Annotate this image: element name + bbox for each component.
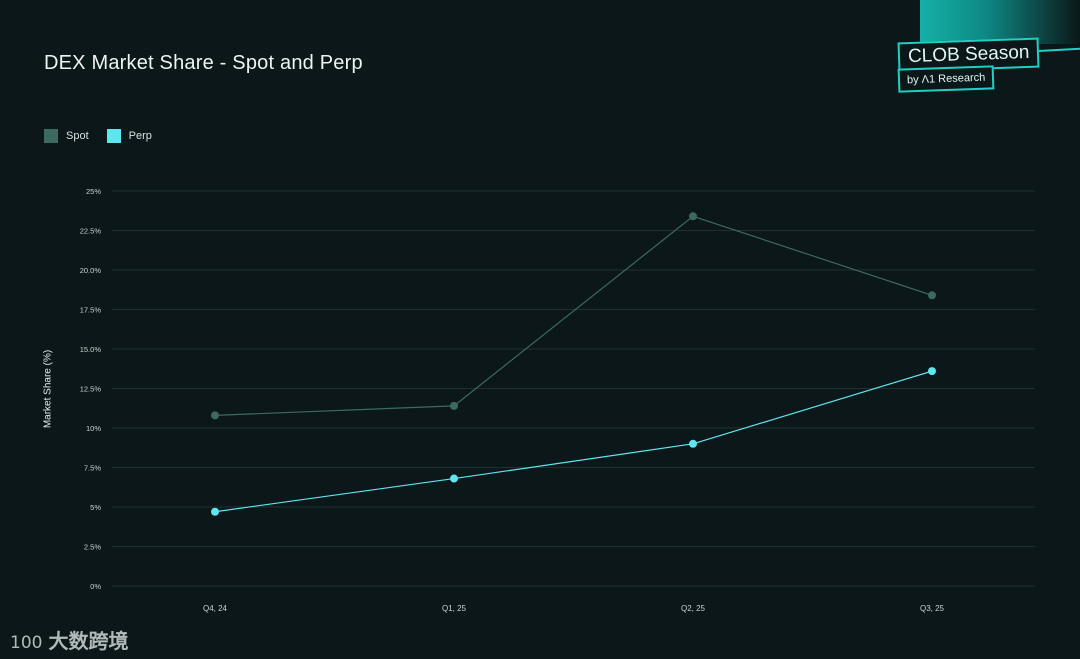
y-tick-label: 0% bbox=[90, 582, 101, 591]
chart-legend: Spot Perp bbox=[44, 129, 152, 143]
x-tick-label: Q3, 25 bbox=[920, 604, 945, 613]
watermark: 100 大数跨境 bbox=[10, 625, 128, 654]
data-point-perp bbox=[450, 474, 458, 483]
watermark-logo-icon: 100 bbox=[10, 633, 43, 653]
legend-swatch-spot bbox=[44, 129, 58, 143]
legend-label-spot: Spot bbox=[66, 130, 89, 142]
y-tick-label: 7.5% bbox=[84, 464, 101, 473]
legend-item-perp: Perp bbox=[106, 129, 152, 143]
x-tick-label: Q4, 24 bbox=[203, 604, 228, 613]
y-tick-label: 15.0% bbox=[80, 345, 102, 354]
y-tick-label: 25% bbox=[86, 187, 101, 196]
data-point-spot bbox=[211, 411, 219, 420]
data-point-spot bbox=[928, 291, 936, 300]
chart-title: DEX Market Share - Spot and Perp bbox=[44, 52, 363, 74]
data-point-spot bbox=[689, 212, 697, 221]
series-line-perp bbox=[214, 370, 933, 513]
legend-label-perp: Perp bbox=[128, 130, 152, 142]
data-point-perp bbox=[689, 439, 697, 448]
y-tick-label: 12.5% bbox=[80, 385, 102, 394]
data-point-perp bbox=[928, 367, 936, 376]
data-point-perp bbox=[211, 507, 219, 516]
y-tick-label: 22.5% bbox=[80, 227, 102, 236]
brand-accent-shape bbox=[920, 0, 1080, 44]
y-tick-label: 10% bbox=[86, 424, 101, 433]
y-tick-label: 2.5% bbox=[84, 543, 101, 552]
x-tick-label: Q1, 25 bbox=[442, 604, 467, 613]
y-tick-label: 17.5% bbox=[80, 306, 102, 315]
legend-swatch-perp bbox=[106, 129, 121, 143]
x-tick-label: Q2, 25 bbox=[681, 604, 706, 613]
data-point-spot bbox=[450, 401, 458, 410]
watermark-text: 大数跨境 bbox=[48, 629, 129, 653]
legend-item-spot: Spot bbox=[44, 129, 89, 143]
y-tick-label: 20.0% bbox=[80, 266, 102, 275]
y-tick-label: 5% bbox=[90, 503, 101, 512]
series-line-spot bbox=[214, 215, 933, 416]
